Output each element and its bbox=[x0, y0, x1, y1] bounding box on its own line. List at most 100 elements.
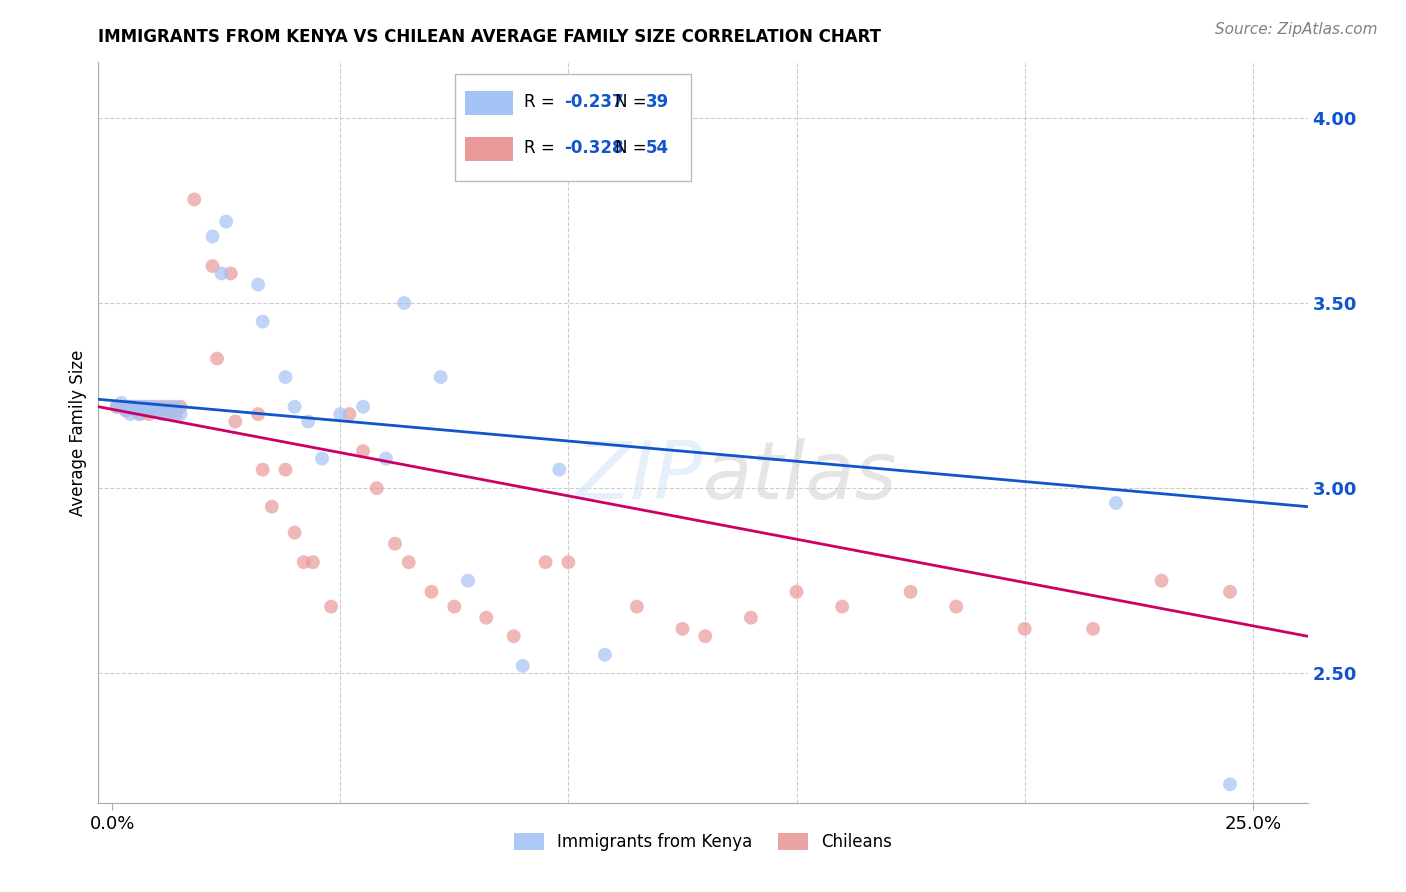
Point bbox=[219, 267, 242, 281]
Point bbox=[211, 267, 233, 281]
Point bbox=[156, 400, 179, 414]
Point bbox=[247, 277, 270, 292]
Text: R =: R = bbox=[524, 139, 555, 157]
Point bbox=[671, 622, 693, 636]
Point bbox=[457, 574, 479, 588]
Point bbox=[224, 415, 246, 429]
Text: 54: 54 bbox=[647, 139, 669, 157]
Point bbox=[124, 400, 146, 414]
Point bbox=[593, 648, 616, 662]
Point bbox=[1150, 574, 1173, 588]
Point bbox=[132, 400, 155, 414]
Point bbox=[900, 584, 922, 599]
Point bbox=[132, 400, 155, 414]
Point bbox=[252, 314, 274, 328]
Point bbox=[124, 403, 146, 417]
Point bbox=[165, 400, 187, 414]
Point bbox=[337, 407, 360, 421]
Text: N =: N = bbox=[614, 94, 647, 112]
Point bbox=[169, 407, 191, 421]
Point bbox=[105, 400, 128, 414]
Text: -0.328: -0.328 bbox=[564, 139, 623, 157]
Point bbox=[366, 481, 388, 495]
Point bbox=[156, 407, 179, 421]
Point bbox=[114, 403, 136, 417]
Point bbox=[215, 214, 238, 228]
Point bbox=[128, 407, 150, 421]
Point bbox=[138, 400, 160, 414]
Text: -0.237: -0.237 bbox=[564, 94, 624, 112]
FancyBboxPatch shape bbox=[465, 91, 513, 115]
Point bbox=[534, 555, 557, 569]
Point bbox=[786, 584, 808, 599]
Point bbox=[1219, 777, 1241, 791]
Point bbox=[1105, 496, 1128, 510]
Point bbox=[150, 407, 173, 421]
Point bbox=[120, 400, 142, 414]
Point bbox=[160, 407, 183, 421]
Point bbox=[502, 629, 524, 643]
Point bbox=[443, 599, 465, 614]
Point bbox=[311, 451, 333, 466]
Point bbox=[128, 400, 150, 414]
Point bbox=[120, 400, 142, 414]
Point bbox=[146, 403, 169, 417]
Point bbox=[302, 555, 325, 569]
Point bbox=[374, 451, 396, 466]
Point bbox=[260, 500, 283, 514]
Text: atlas: atlas bbox=[703, 438, 898, 516]
Text: Source: ZipAtlas.com: Source: ZipAtlas.com bbox=[1215, 22, 1378, 37]
Point bbox=[1219, 584, 1241, 599]
Point bbox=[169, 400, 191, 414]
Point bbox=[831, 599, 853, 614]
Point bbox=[205, 351, 228, 366]
Point bbox=[142, 400, 165, 414]
Point bbox=[160, 400, 183, 414]
Point bbox=[292, 555, 315, 569]
FancyBboxPatch shape bbox=[465, 137, 513, 161]
Point bbox=[321, 599, 343, 614]
Point bbox=[110, 400, 132, 414]
Point bbox=[352, 444, 374, 458]
Point bbox=[274, 462, 297, 476]
Point bbox=[429, 370, 451, 384]
Point bbox=[945, 599, 967, 614]
Point bbox=[297, 415, 319, 429]
Point bbox=[1081, 622, 1104, 636]
Y-axis label: Average Family Size: Average Family Size bbox=[69, 350, 87, 516]
Point bbox=[475, 611, 498, 625]
Text: ZIP: ZIP bbox=[575, 438, 703, 516]
Point bbox=[201, 229, 224, 244]
Point bbox=[132, 403, 155, 417]
Point bbox=[420, 584, 443, 599]
Point bbox=[512, 658, 534, 673]
Point bbox=[252, 462, 274, 476]
Point bbox=[128, 407, 150, 421]
Point bbox=[201, 259, 224, 273]
Point bbox=[110, 396, 132, 410]
Point bbox=[392, 296, 415, 310]
Point bbox=[114, 403, 136, 417]
Point bbox=[247, 407, 270, 421]
Point bbox=[124, 400, 146, 414]
Text: 39: 39 bbox=[647, 94, 669, 112]
Point bbox=[150, 400, 173, 414]
Point bbox=[165, 407, 187, 421]
FancyBboxPatch shape bbox=[456, 73, 690, 181]
Point bbox=[132, 403, 155, 417]
Point bbox=[548, 462, 571, 476]
Point bbox=[398, 555, 420, 569]
Point bbox=[384, 536, 406, 550]
Point bbox=[183, 193, 205, 207]
Point bbox=[146, 400, 169, 414]
Point bbox=[284, 525, 307, 540]
Text: N =: N = bbox=[614, 139, 647, 157]
Point bbox=[274, 370, 297, 384]
Point bbox=[284, 400, 307, 414]
Text: R =: R = bbox=[524, 94, 555, 112]
Point bbox=[124, 403, 146, 417]
Point bbox=[557, 555, 579, 569]
Point bbox=[329, 407, 352, 421]
Point bbox=[740, 611, 762, 625]
Point bbox=[142, 403, 165, 417]
